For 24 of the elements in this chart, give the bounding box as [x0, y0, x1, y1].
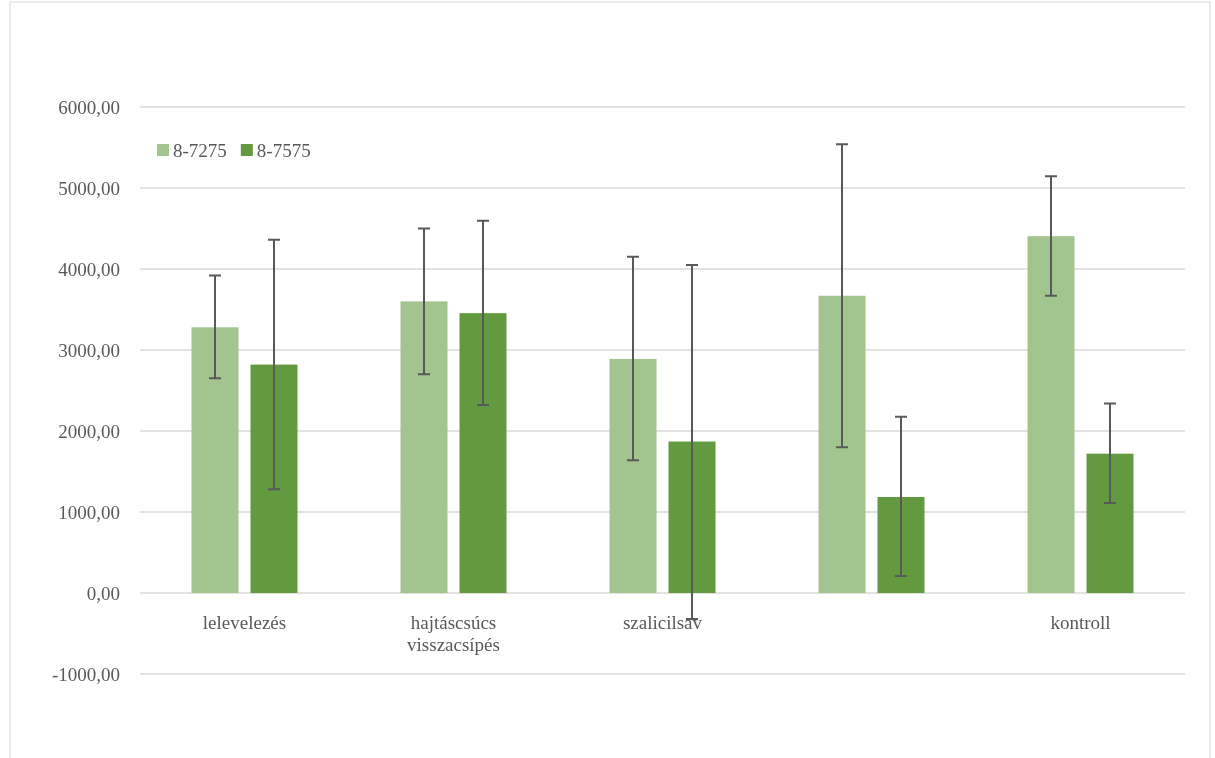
bar [1086, 453, 1134, 593]
bar [818, 295, 866, 593]
bar [400, 301, 448, 593]
legend-label: 8-7275 [173, 140, 227, 161]
y-tick-label: 1000,00 [58, 501, 120, 523]
bar [668, 441, 716, 593]
y-tick-label: 2000,00 [58, 420, 120, 442]
bar [877, 497, 925, 593]
y-tick-label: -1000,00 [51, 663, 120, 685]
legend-label: 8-7575 [256, 140, 311, 161]
x-tick-label: lelevelezés [202, 612, 287, 633]
y-tick-label: 0,00 [86, 582, 120, 604]
bar [191, 327, 239, 593]
bar [459, 313, 507, 593]
y-tick-label: 5000,00 [58, 177, 120, 199]
y-tick-label: 4000,00 [58, 258, 120, 280]
y-tick-label: 3000,00 [58, 339, 120, 361]
bar [250, 364, 298, 593]
y-tick-label: 6000,00 [58, 96, 120, 118]
x-tick-label: kontroll [1050, 612, 1111, 633]
x-tick-label: szalicilsav [622, 612, 703, 633]
x-tick-label: hajtáscsúcs visszacsípés [407, 612, 500, 655]
bar [609, 358, 657, 593]
bar [1027, 236, 1075, 593]
